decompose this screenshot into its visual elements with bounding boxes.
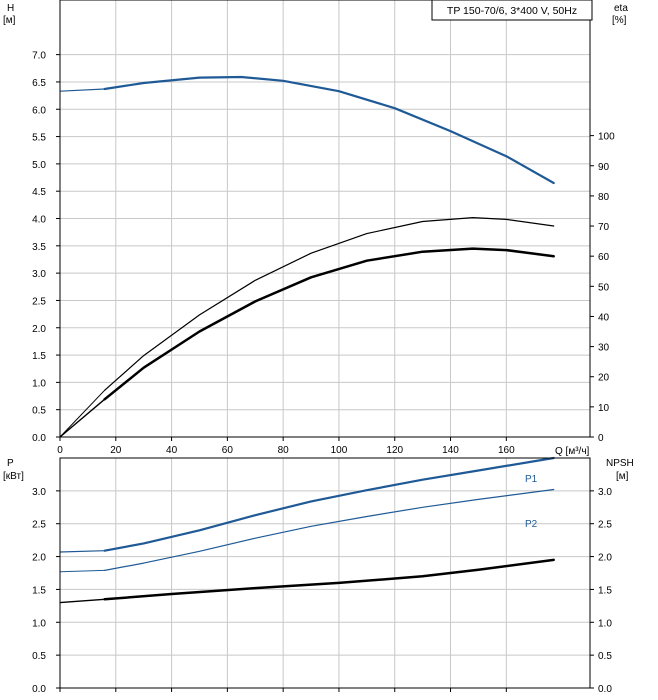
plot-frame xyxy=(59,457,591,689)
y-tick-label: 0.5 xyxy=(32,406,46,417)
y-tick-label: 6.0 xyxy=(32,105,46,116)
series-line-prefix xyxy=(59,88,105,92)
y-tick-label: 4.5 xyxy=(32,187,46,198)
series-line-prefix xyxy=(59,569,105,573)
y2-tick-label: 90 xyxy=(598,162,610,173)
grid-layer xyxy=(59,0,590,689)
y-tick-label: 4.0 xyxy=(32,215,46,226)
y-tick-label: 1.5 xyxy=(32,585,46,596)
y-tick-label: 0.0 xyxy=(32,433,46,444)
y2-tick-label: 2.0 xyxy=(598,553,612,564)
series-line-prefix xyxy=(59,389,105,438)
y2-tick-label: 50 xyxy=(598,282,610,293)
x-tick-label: 60 xyxy=(222,445,234,456)
y2-axis-unit-npsh: [м] xyxy=(616,471,629,482)
series-line-1-2 xyxy=(103,558,555,601)
series-line-0-2 xyxy=(103,247,555,401)
series-label-p2: P2 xyxy=(525,519,538,530)
series-line-p2 xyxy=(104,488,555,571)
y-axis-unit-p: [кВт] xyxy=(3,471,24,482)
y2-tick-label: 100 xyxy=(598,132,615,143)
series-line-p1 xyxy=(103,456,555,552)
y2-axis-title-eta: eta xyxy=(614,3,628,14)
x-axis-title: Q [м³/ч] xyxy=(555,446,590,457)
y2-tick-label: 80 xyxy=(598,192,610,203)
y-tick-label: 0.0 xyxy=(32,684,46,695)
y2-tick-label: 0.5 xyxy=(598,651,612,662)
y-tick-label: 0.5 xyxy=(32,651,46,662)
y-tick-label: 3.5 xyxy=(32,242,46,253)
series-line-prefix xyxy=(59,550,105,553)
y2-tick-label: 1.0 xyxy=(598,618,612,629)
series-line-prefix xyxy=(59,598,105,604)
y-tick-label: 5.5 xyxy=(32,133,46,144)
y-tick-label: 2.5 xyxy=(32,520,46,531)
y2-tick-label: 0.0 xyxy=(598,684,612,695)
series-label-p1: P1 xyxy=(525,474,538,485)
x-tick-label: 140 xyxy=(442,445,459,456)
axis-layer: 0 20 40 60 80 100 120 140 1600.00.51.01.52.02.53… xyxy=(32,0,615,695)
y2-tick-label: 70 xyxy=(598,222,610,233)
y-tick-label: 3.0 xyxy=(32,269,46,280)
y-axis-title-h: H xyxy=(7,3,14,14)
y2-tick-label: 30 xyxy=(598,343,610,354)
series-line-prefix xyxy=(59,398,106,438)
x-tick-label: 160 xyxy=(498,445,515,456)
y-tick-label: 7.0 xyxy=(32,51,46,62)
y2-tick-label: 20 xyxy=(598,373,610,384)
y-tick-label: 1.0 xyxy=(32,378,46,389)
plot-frame xyxy=(59,0,591,438)
y2-tick-label: 2.5 xyxy=(598,520,612,531)
y2-tick-label: 60 xyxy=(598,252,610,263)
title-box xyxy=(431,0,593,21)
x-tick-label: 20 xyxy=(110,445,122,456)
x-tick-label: 40 xyxy=(166,445,178,456)
y2-tick-label: 0 xyxy=(598,433,604,444)
y2-tick-label: 1.5 xyxy=(598,585,612,596)
y-tick-label: 1.0 xyxy=(32,618,46,629)
y2-axis-unit-eta: [%] xyxy=(612,15,627,26)
y2-tick-label: 3.0 xyxy=(598,487,612,498)
x-tick-label: 0 xyxy=(57,445,63,456)
y-tick-label: 5.0 xyxy=(32,160,46,171)
y-tick-label: 6.5 xyxy=(32,78,46,89)
y-tick-label: 2.0 xyxy=(32,324,46,335)
x-tick-label: 120 xyxy=(386,445,403,456)
y-tick-label: 2.0 xyxy=(32,553,46,564)
y2-tick-label: 10 xyxy=(598,403,610,414)
y-tick-label: 1.5 xyxy=(32,351,46,362)
y-tick-label: 3.0 xyxy=(32,487,46,498)
chart-title: TP 150-70/6, 3*400 V, 50Hz xyxy=(447,5,577,17)
x-tick-label: 100 xyxy=(331,445,348,456)
series-layer xyxy=(59,75,555,604)
x-tick-label: 80 xyxy=(278,445,290,456)
series-line-0-0 xyxy=(103,75,555,185)
y2-axis-title-npsh: NPSH xyxy=(606,458,634,469)
y-tick-label: 2.5 xyxy=(32,296,46,307)
y2-tick-label: 40 xyxy=(598,312,610,323)
y-axis-unit-h: [м] xyxy=(3,15,16,26)
series-line-0-1 xyxy=(104,217,555,391)
y-axis-title-p: P xyxy=(7,458,14,469)
